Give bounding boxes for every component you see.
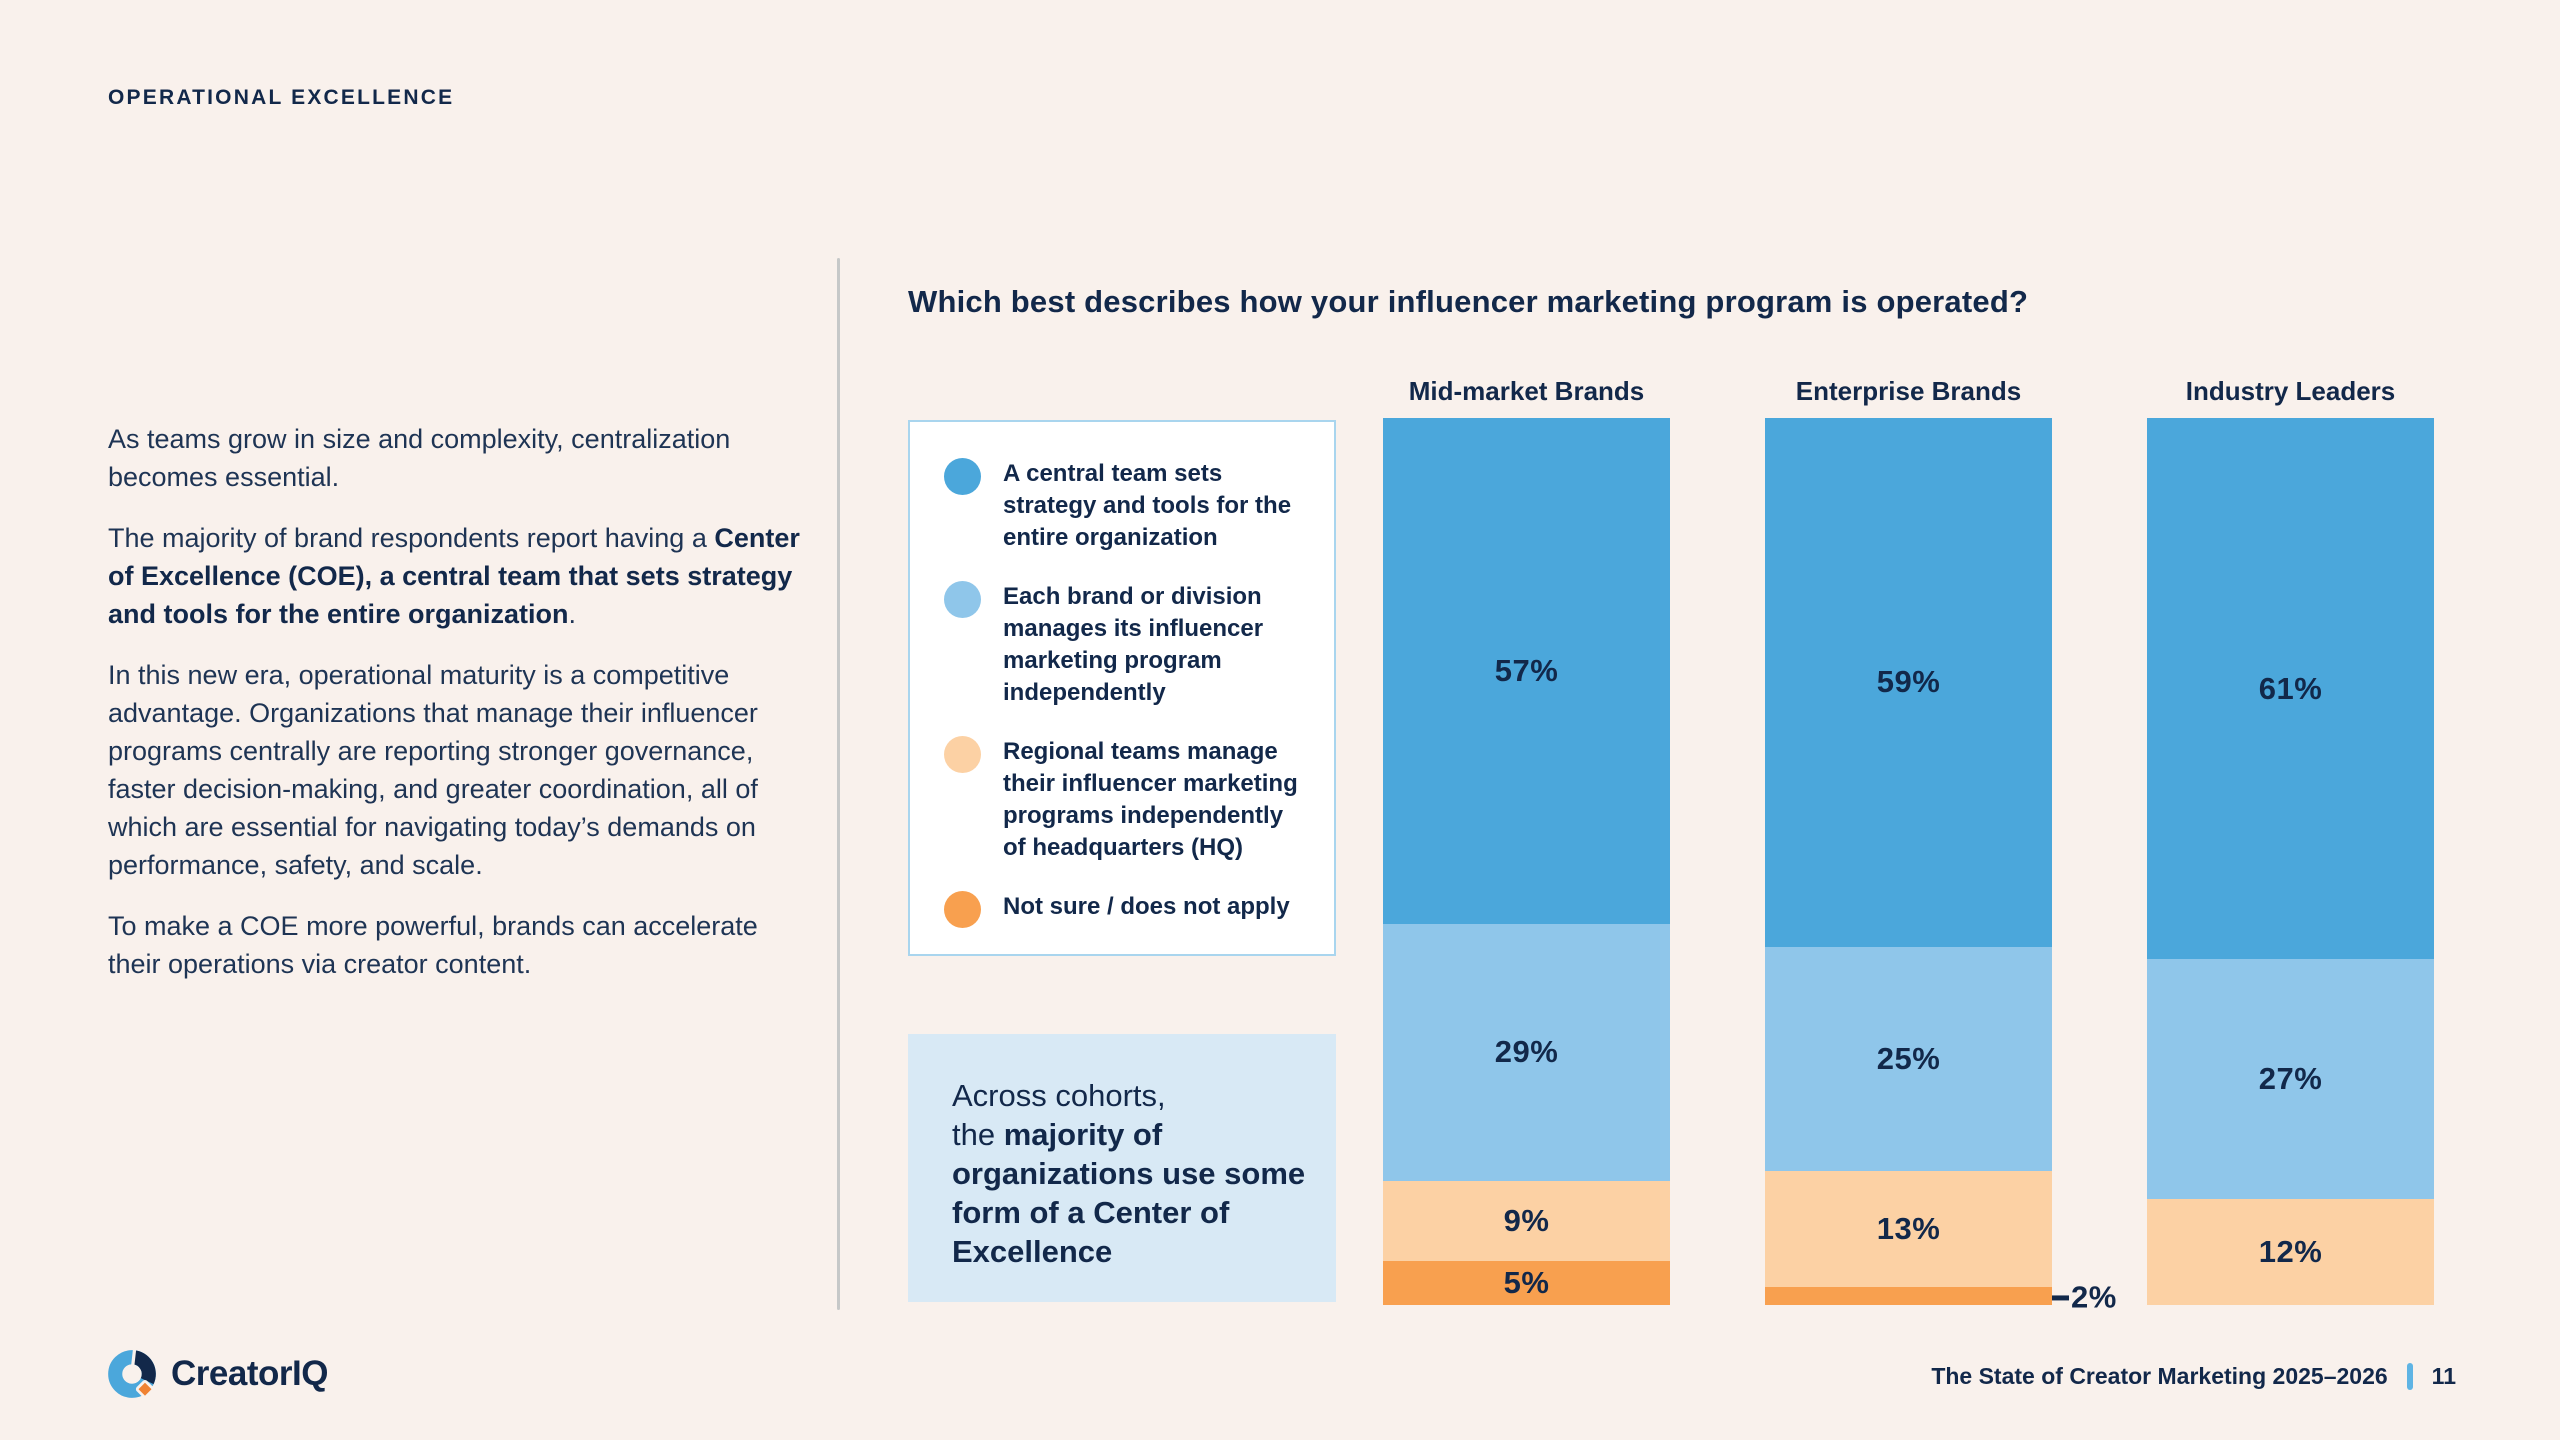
bar-segment: 25% xyxy=(1765,946,2052,1171)
bar-segment: 13% xyxy=(1765,1170,2052,1288)
bar-segment: 29% xyxy=(1383,923,1670,1181)
paragraph: As teams grow in size and complexity, ce… xyxy=(108,424,731,492)
paragraph: In this new era, operational maturity is… xyxy=(108,660,758,880)
paragraph-text: . xyxy=(568,599,577,629)
page-number: 11 xyxy=(2431,1363,2456,1389)
footer-separator xyxy=(2406,1363,2413,1390)
bar-segment: 9% xyxy=(1383,1180,1670,1261)
chart-title: Which best describes how your influencer… xyxy=(908,284,2029,319)
legend-label: Regional teams manage their influencer m… xyxy=(1003,738,1298,861)
legend-label: A central team sets strategy and tools f… xyxy=(1003,460,1292,551)
paragraph: To make a COE more powerful, brands can … xyxy=(108,911,758,979)
callout-box: Across cohorts, the majority of organiza… xyxy=(908,1034,1336,1302)
bar-group: Industry Leaders 61% 27% 12% xyxy=(2147,376,2434,1305)
bar-segment: 12% xyxy=(2147,1198,2434,1305)
legend-dot-icon xyxy=(944,581,981,618)
stacked-bar: 59% 25% 13% 2% xyxy=(1765,418,2116,1314)
segment-value-label: 25% xyxy=(1876,1040,1941,1076)
legend-item: Each brand or division manages its influ… xyxy=(944,581,1304,709)
segment-value-label: 12% xyxy=(2258,1233,2323,1269)
legend-item: Regional teams manage their influencer m… xyxy=(944,736,1304,864)
stacked-bar-chart: Mid-market Brands 57% 29% 9% 5% Enterprise Br… xyxy=(1383,376,2434,1314)
footer-meta: The State of Creator Marketing 2025–2026… xyxy=(1931,1363,2456,1390)
brand-wordmark: CreatorIQ xyxy=(171,1354,328,1393)
paragraph-text: The majority of brand respondents report… xyxy=(108,523,715,553)
segment-value-label: 5% xyxy=(1503,1264,1550,1300)
section-eyebrow: OPERATIONAL EXCELLENCE xyxy=(108,86,455,109)
callout-text-bold: majority of organizations use some form … xyxy=(952,1117,1306,1269)
stacked-bar: 57% 29% 9% 5% xyxy=(1383,418,1670,1305)
segment-value-label: 9% xyxy=(1503,1202,1550,1238)
creatoriq-logo-icon xyxy=(108,1348,156,1399)
bar-group: Mid-market Brands 57% 29% 9% 5% xyxy=(1383,376,1670,1305)
bar-segment: 61% xyxy=(2147,418,2434,960)
chart-legend: A central team sets strategy and tools f… xyxy=(908,420,1336,956)
report-title: The State of Creator Marketing 2025–2026 xyxy=(1931,1363,2388,1389)
legend-label: Each brand or division manages its influ… xyxy=(1003,583,1264,706)
legend-dot-icon xyxy=(944,736,981,773)
legend-label: Not sure / does not apply xyxy=(1003,893,1290,920)
stacked-bar: 61% 27% 12% xyxy=(2147,418,2434,1305)
label-leader-line xyxy=(2052,1294,2069,1300)
paragraph-bold-text: Center of Excellence (COE), a central te… xyxy=(108,523,800,629)
legend-item: Not sure / does not apply xyxy=(944,891,1304,928)
bar-category-label: Enterprise Brands xyxy=(1795,376,2022,406)
legend-dot-icon xyxy=(944,458,981,495)
callout-text: Across cohorts, xyxy=(952,1078,1166,1113)
segment-value-label: 29% xyxy=(1494,1034,1559,1070)
segment-value-label: 57% xyxy=(1494,652,1559,688)
segment-value-label: 61% xyxy=(2258,670,2323,706)
bar-segment: 2% xyxy=(1765,1279,2116,1314)
bar-segment: 59% xyxy=(1765,418,2052,947)
bar-category-label: Industry Leaders xyxy=(2185,376,2396,406)
segment-value-label: 2% xyxy=(2071,1279,2117,1315)
bar-segment: 27% xyxy=(2147,959,2434,1199)
callout-text: the xyxy=(952,1117,1004,1152)
legend-item: A central team sets strategy and tools f… xyxy=(944,458,1304,554)
brand-logo: CreatorIQ xyxy=(106,1348,328,1400)
segment-value-label: 59% xyxy=(1876,664,1941,700)
bar-segment: 5% xyxy=(1383,1260,1670,1305)
vertical-divider xyxy=(837,258,840,1310)
intro-text-column: As teams grow in size and complexity, ce… xyxy=(108,420,808,1006)
segment-outside-label: 2% xyxy=(2052,1279,2117,1315)
segment-value-label: 27% xyxy=(2258,1060,2323,1096)
bar-segment: 57% xyxy=(1383,418,1670,924)
segment-value-label: 13% xyxy=(1876,1210,1941,1246)
bar-group: Enterprise Brands 59% 25% 13% 2% xyxy=(1765,376,2116,1314)
legend-dot-icon xyxy=(944,891,981,928)
bar-category-label: Mid-market Brands xyxy=(1408,376,1645,406)
paragraph: The majority of brand respondents report… xyxy=(108,519,808,633)
